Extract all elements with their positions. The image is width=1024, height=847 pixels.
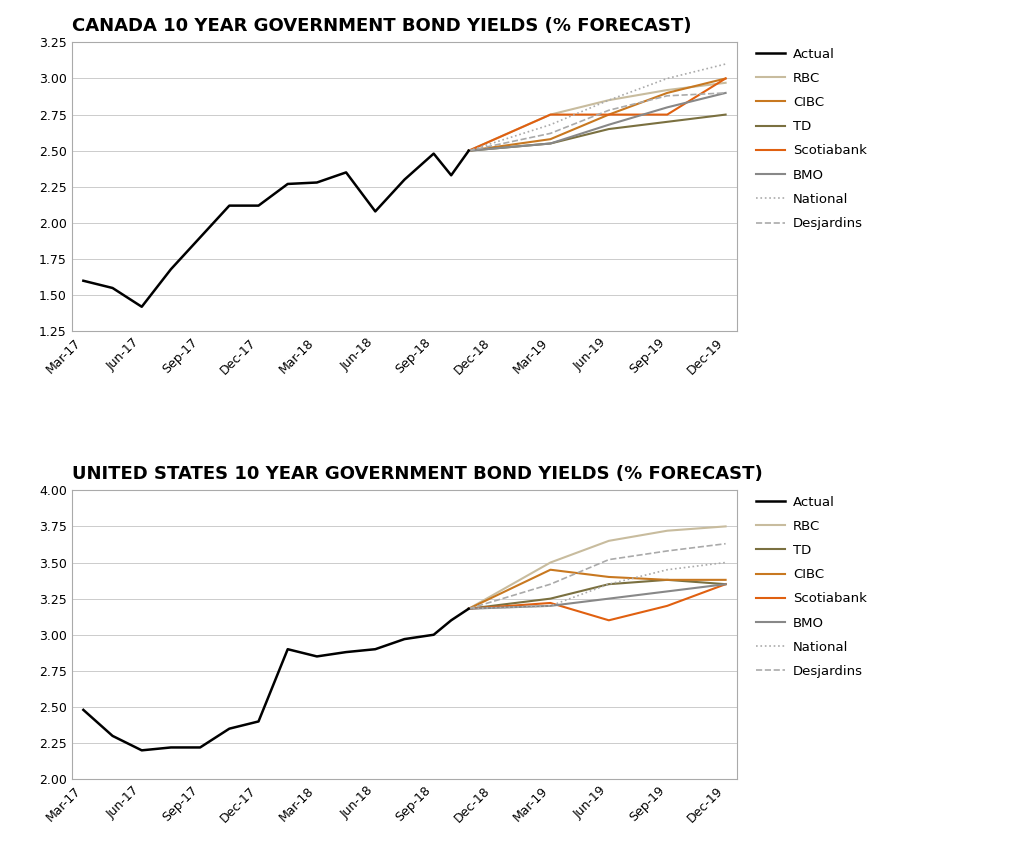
Legend: Actual, RBC, TD, CIBC, Scotiabank, BMO, National, Desjardins: Actual, RBC, TD, CIBC, Scotiabank, BMO, …: [751, 490, 872, 684]
Text: UNITED STATES 10 YEAR GOVERNMENT BOND YIELDS (% FORECAST): UNITED STATES 10 YEAR GOVERNMENT BOND YI…: [72, 465, 763, 483]
Legend: Actual, RBC, CIBC, TD, Scotiabank, BMO, National, Desjardins: Actual, RBC, CIBC, TD, Scotiabank, BMO, …: [751, 42, 872, 235]
Text: CANADA 10 YEAR GOVERNMENT BOND YIELDS (% FORECAST): CANADA 10 YEAR GOVERNMENT BOND YIELDS (%…: [72, 17, 691, 36]
